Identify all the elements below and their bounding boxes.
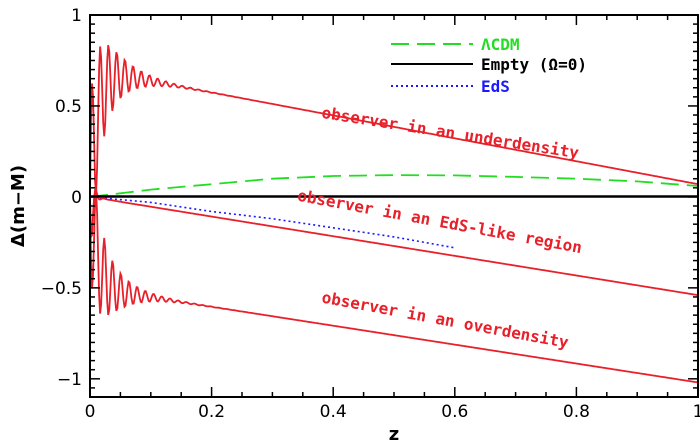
y-tick-label: −0.5	[41, 279, 82, 299]
x-tick-label: 0.2	[198, 402, 225, 422]
x-tick-label: 0	[85, 402, 96, 422]
legend-label-empty: Empty (Ω=0)	[481, 55, 587, 74]
y-tick-label: 0	[71, 188, 82, 208]
series-line-observer-in-an-underdensity	[89, 45, 699, 197]
series-line-observer-in-an-eds-like-region	[89, 188, 699, 296]
x-tick-label: 1	[693, 402, 700, 422]
series-line-observer-in-an-overdensity	[89, 191, 699, 384]
y-tick-label: 0.5	[55, 97, 82, 117]
series-line-eds	[89, 196, 455, 249]
x-axis-title: z	[389, 424, 399, 443]
y-tick-label: 1	[71, 6, 82, 26]
legend: ΛCDM Empty (Ω=0) EdS	[391, 35, 587, 96]
curves-layer	[89, 45, 699, 384]
tick-labels-layer: 0 0.2 0.4 0.6 0.8 1 1 0.5 0 −0.5 −1	[41, 6, 700, 422]
annotation-label: observer in an underdensity	[320, 103, 580, 163]
tick-layer	[89, 14, 699, 398]
x-tick-label: 0.8	[563, 402, 590, 422]
x-tick-label: 0.6	[441, 402, 468, 422]
y-tick-label: −1	[57, 370, 82, 390]
y-axis-title: Δ(m−M)	[8, 165, 29, 247]
legend-label-lcdm: ΛCDM	[481, 35, 520, 54]
series-line--cdm	[89, 174, 699, 198]
x-tick-label: 0.4	[320, 402, 347, 422]
legend-label-eds: EdS	[481, 77, 510, 96]
